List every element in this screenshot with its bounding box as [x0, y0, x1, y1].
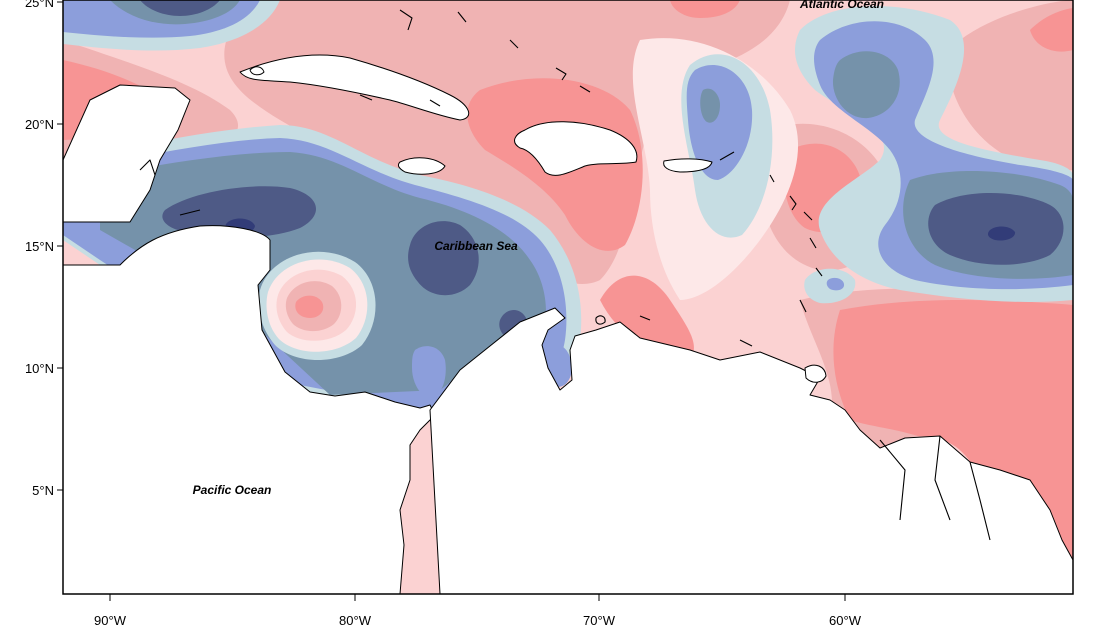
label-atlantic-ocean: Atlantic Ocean	[799, 0, 884, 11]
label-caribbean-sea: Caribbean Sea	[434, 239, 518, 253]
latitude-tick-marks	[57, 1, 63, 491]
land-south-america	[429, 307, 1073, 594]
contour-slate-blue-east	[832, 51, 900, 119]
lon-label-70: 70°W	[583, 613, 616, 628]
lat-label-5: 5°N	[32, 483, 54, 498]
contour-red-east-corner	[1030, 8, 1073, 52]
longitude-labels: 90°W 80°W 70°W 60°W	[94, 613, 862, 628]
land-central-america	[63, 225, 436, 594]
land-puerto-rico	[663, 158, 713, 173]
latitude-labels: 25°N 20°N 15°N 10°N 5°N	[25, 0, 54, 498]
land-hispaniola	[514, 121, 638, 176]
map-frame	[62, 0, 1074, 595]
lon-label-90: 90°W	[94, 613, 127, 628]
lat-label-10: 10°N	[25, 361, 54, 376]
contour-deep-blue-caribbean-w	[162, 186, 317, 238]
contour-deep-blue-caribbean-c	[408, 221, 479, 296]
contour-red-top	[670, 0, 740, 18]
land-cuba-isle	[249, 66, 265, 76]
label-pacific-ocean: Pacific Ocean	[193, 483, 272, 497]
contour-mid-blue-barbados	[826, 277, 845, 291]
anomaly-field	[63, 0, 1073, 594]
contour-red-nic	[295, 295, 324, 318]
land-yucatan	[63, 84, 191, 223]
longitude-tick-marks	[109, 594, 846, 601]
lon-label-60: 60°W	[829, 613, 862, 628]
contour-deep-blue-nw	[140, 0, 220, 16]
lat-label-15: 15°N	[25, 239, 54, 254]
contour-slate-blue-central	[700, 88, 720, 123]
lat-label-25: 25°N	[25, 0, 54, 10]
lat-label-20: 20°N	[25, 117, 54, 132]
contour-mid-blue-colombia	[412, 346, 446, 398]
land-cuba	[239, 54, 470, 121]
contour-red-venezuela	[600, 275, 694, 360]
land-trinidad	[804, 364, 827, 383]
land-jamaica	[397, 157, 446, 175]
contour-deepest-blue-east	[987, 226, 1016, 241]
island-outlines	[139, 9, 991, 541]
lon-label-80: 80°W	[339, 613, 372, 628]
